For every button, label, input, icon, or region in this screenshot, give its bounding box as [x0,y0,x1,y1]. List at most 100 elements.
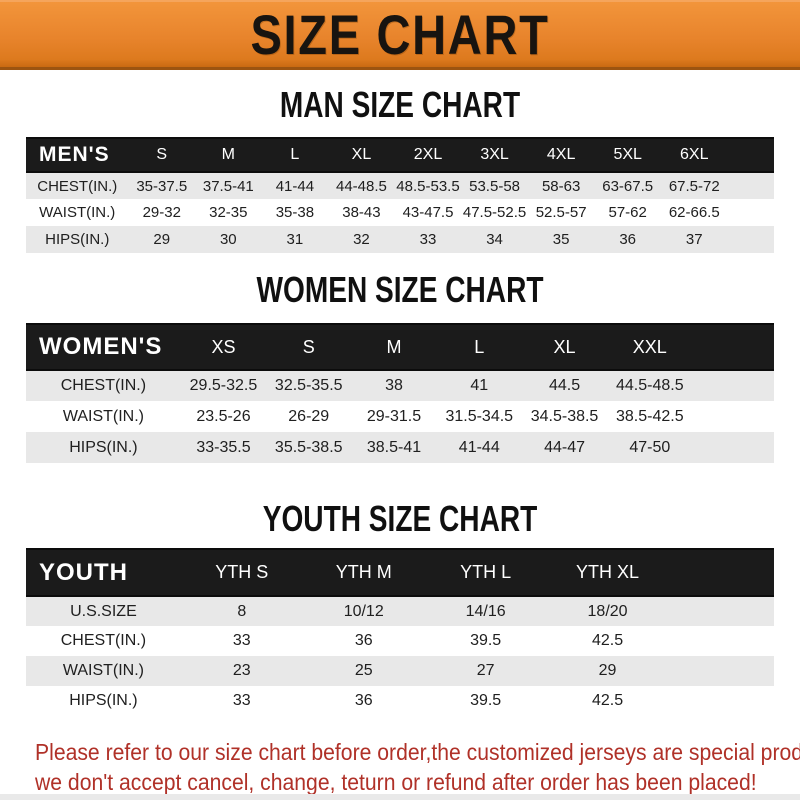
size-value-cell: 27 [424,656,547,686]
table-group-label: YOUTH [26,548,181,597]
size-column-header: 6XL [660,137,728,173]
spacer-cell [668,626,774,656]
size-column-header: S [128,137,196,173]
table-group-label: MEN'S [26,137,129,173]
spacer-cell [668,548,774,597]
size-value-cell: 39.5 [424,626,547,656]
bottom-edge-strip [0,794,800,800]
size-value-cell: 38 [351,370,437,401]
size-value-cell: 35.5-38.5 [266,432,352,463]
size-value-cell: 31 [261,226,329,253]
size-value-cell: 37 [660,226,728,253]
size-column-header: M [351,323,437,371]
size-value-cell: 38.5-42.5 [607,401,693,432]
size-value-cell: 34 [461,226,528,253]
spacer-cell [727,172,774,199]
measurement-row: CHEST(IN.) 33 36 39.5 42.5 [26,626,774,656]
measurement-row-label: CHEST(IN.) [26,626,181,656]
spacer-cell [668,686,774,716]
measurement-row-label: WAIST(IN.) [26,401,181,432]
size-value-cell: 35-37.5 [128,172,196,199]
spacer-cell [692,401,774,432]
size-value-cell: 52.5-57 [527,199,595,226]
size-value-cell: 44-47 [521,432,608,463]
spacer-cell [727,137,774,173]
section-title-text: YOUTH SIZE CHART [262,498,538,539]
size-column-header: XL [521,323,608,371]
size-value-cell: 14/16 [424,596,547,626]
size-value-cell: 48.5-53.5 [394,172,462,199]
men-table: MEN'S S M L XL 2XL 3XL 4XL 5XL 6XL CHEST(IN.) 35-37… [26,137,774,253]
size-value-cell: 32 [328,226,395,253]
size-value-cell: 33 [180,686,303,716]
disclaimer-line-1: Please refer to our size chart before or… [35,739,800,765]
size-value-cell: 29.5-32.5 [180,370,267,401]
spacer-cell [692,432,774,463]
size-value-cell: 38.5-41 [351,432,437,463]
size-column-header: L [436,323,522,371]
size-value-cell: 41 [436,370,522,401]
size-column-header: 5XL [594,137,661,173]
size-value-cell: 62-66.5 [660,199,728,226]
size-value-cell: 42.5 [546,626,669,656]
measurement-row-label: CHEST(IN.) [26,172,129,199]
measurement-row-label: HIPS(IN.) [26,432,181,463]
measurement-row: WAIST(IN.) 23.5-26 26-29 29-31.5 31.5-34.5 34… [26,401,774,432]
youth-table: YOUTH YTH S YTH M YTH L YTH XL U.S.SIZE 8 10/12… [26,548,774,716]
size-value-cell: 67.5-72 [660,172,728,199]
size-value-cell: 44.5 [521,370,608,401]
measurement-row: HIPS(IN.) 29 30 31 32 33 34 35 36 37 [26,226,774,253]
size-value-cell: 47.5-52.5 [461,199,528,226]
men-header-row: MEN'S S M L XL 2XL 3XL 4XL 5XL 6XL [26,137,774,173]
size-value-cell: 47-50 [607,432,693,463]
size-column-header: 3XL [461,137,528,173]
size-column-header: YTH XL [546,548,669,597]
size-value-cell: 41-44 [261,172,329,199]
size-value-cell: 32.5-35.5 [266,370,352,401]
spacer-cell [692,370,774,401]
spacer-cell [727,226,774,253]
size-value-cell: 33 [180,626,303,656]
size-value-cell: 43-47.5 [394,199,462,226]
order-disclaimer: Please refer to our size chart before or… [35,737,800,797]
size-value-cell: 23.5-26 [180,401,267,432]
measurement-row: CHEST(IN.) 29.5-32.5 32.5-35.5 38 41 44.5 44.5… [26,370,774,401]
size-value-cell: 29 [546,656,669,686]
size-value-cell: 29-32 [128,199,196,226]
measurement-row-label: WAIST(IN.) [26,199,129,226]
size-value-cell: 44-48.5 [328,172,395,199]
banner-title: SIZE CHART [250,2,550,66]
size-value-cell: 30 [195,226,262,253]
size-value-cell: 42.5 [546,686,669,716]
women-size-table: WOMEN'S XS S M L XL XXL CHEST(IN.) 29.5-32.5 32.5… [26,323,774,463]
women-section-title: WOMEN SIZE CHART [0,270,800,310]
size-value-cell: 41-44 [436,432,522,463]
size-value-cell: 31.5-34.5 [436,401,522,432]
size-column-header: XS [180,323,267,371]
size-value-cell: 35-38 [261,199,329,226]
section-title-text: MAN SIZE CHART [279,84,521,125]
youth-header-row: YOUTH YTH S YTH M YTH L YTH XL [26,548,774,597]
size-column-header: 4XL [527,137,595,173]
spacer-cell [668,596,774,626]
women-table: WOMEN'S XS S M L XL XXL CHEST(IN.) 29.5-32.5 32.5… [26,323,774,463]
size-value-cell: 25 [302,656,425,686]
size-value-cell: 32-35 [195,199,262,226]
measurement-row: WAIST(IN.) 23 25 27 29 [26,656,774,686]
size-value-cell: 26-29 [266,401,352,432]
spacer-cell [668,656,774,686]
size-column-header: YTH S [180,548,303,597]
size-column-header: YTH L [424,548,547,597]
size-column-header: M [195,137,262,173]
size-column-header: XL [328,137,395,173]
size-value-cell: 10/12 [302,596,425,626]
size-column-header: 2XL [394,137,462,173]
size-column-header: L [261,137,329,173]
men-size-table: MEN'S S M L XL 2XL 3XL 4XL 5XL 6XL CHEST(IN.) 35-37… [26,137,774,253]
size-value-cell: 29 [128,226,196,253]
measurement-row: WAIST(IN.) 29-32 32-35 35-38 38-43 43-47.5 47.… [26,199,774,226]
size-value-cell: 33-35.5 [180,432,267,463]
size-chart-banner: SIZE CHART [0,0,800,70]
measurement-row: CHEST(IN.) 35-37.5 37.5-41 41-44 44-48.5 48.5… [26,172,774,199]
